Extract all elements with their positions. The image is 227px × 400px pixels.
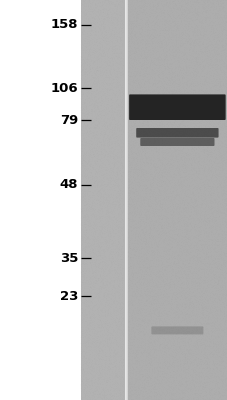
FancyBboxPatch shape xyxy=(128,94,225,120)
Text: 79: 79 xyxy=(60,114,78,126)
Text: 23: 23 xyxy=(59,290,78,302)
Text: 158: 158 xyxy=(50,18,78,31)
FancyBboxPatch shape xyxy=(136,128,218,138)
Text: 48: 48 xyxy=(59,178,78,191)
Text: 35: 35 xyxy=(59,252,78,264)
Bar xyxy=(81,0,124,400)
Bar xyxy=(126,0,227,400)
Text: 106: 106 xyxy=(50,82,78,94)
FancyBboxPatch shape xyxy=(140,138,214,146)
FancyBboxPatch shape xyxy=(151,326,202,334)
